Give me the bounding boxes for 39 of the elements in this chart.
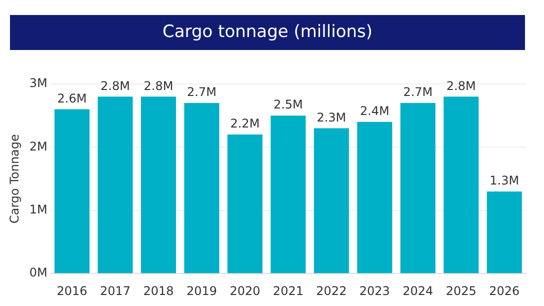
x-tick-label: 2022 [316, 284, 347, 298]
x-tick-label: 2019 [186, 284, 217, 298]
data-label: 2.8M [100, 78, 130, 93]
bar [314, 128, 349, 274]
data-label: 1.3M [490, 174, 520, 188]
x-tick-label: 2017 [100, 284, 131, 298]
bar [98, 96, 133, 274]
x-tick-label: 2023 [359, 284, 390, 298]
data-label: 2.6M [57, 91, 87, 106]
bar [444, 96, 479, 274]
data-label: 2.7M [403, 85, 433, 100]
data-label: 2.2M [230, 116, 260, 131]
x-tick-label: 2026 [489, 284, 520, 298]
y-tick-label: 0M [29, 266, 48, 280]
data-label: 2.8M [144, 78, 174, 93]
bar [184, 102, 220, 274]
y-tick-label: 2M [29, 139, 48, 154]
data-label: 2.5M [273, 98, 303, 112]
data-label: 2.4M [360, 104, 390, 118]
data-label: 2.3M [316, 110, 346, 124]
x-tick-label: 2018 [143, 284, 174, 298]
data-label: 2.8M [446, 78, 476, 93]
data-label: 2.7M [187, 85, 216, 100]
bar [400, 102, 436, 274]
x-tick-label: 2024 [402, 284, 434, 298]
x-tick-label: 2016 [56, 284, 88, 298]
y-tick-label: 3M [29, 76, 48, 90]
x-tick-label: 2025 [446, 284, 476, 298]
bar [227, 134, 262, 274]
y-tick-label: 1M [29, 202, 48, 217]
chart-title: Cargo tonnage (millions) [10, 15, 525, 50]
x-tick-label: 2020 [230, 284, 260, 298]
bar [357, 122, 392, 274]
bar [270, 116, 306, 274]
bar [140, 96, 176, 274]
x-tick-label: 2021 [272, 284, 304, 298]
y-axis-title: Cargo Tonnage [7, 134, 22, 224]
bar [486, 191, 522, 274]
bar [54, 109, 90, 274]
